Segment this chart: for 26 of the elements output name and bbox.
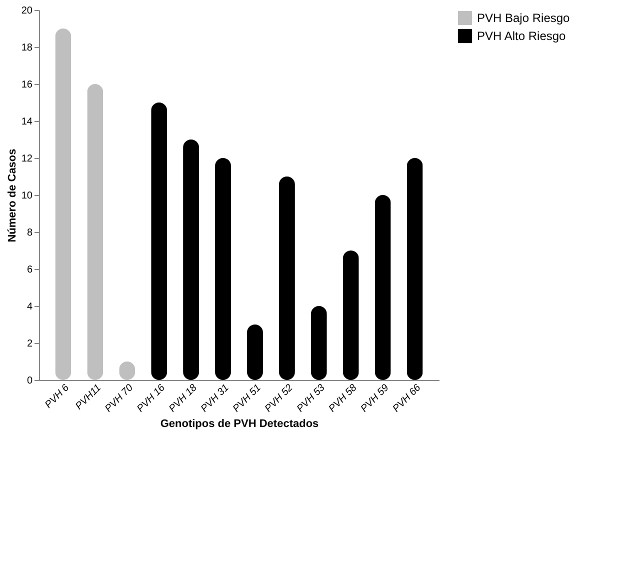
- y-tick-label: 18: [21, 42, 33, 54]
- x-axis-title: Genotipos de PVH Detectados: [160, 418, 319, 430]
- y-tick-label: 4: [26, 302, 33, 312]
- y-tick-label: 8: [26, 228, 33, 238]
- bar: [151, 102, 168, 380]
- bar: [183, 140, 200, 380]
- bar: [87, 84, 104, 380]
- bar: [55, 28, 72, 380]
- bar: [310, 306, 327, 380]
- bar: [342, 250, 359, 380]
- y-tick-label: 20: [21, 6, 33, 16]
- bar: [246, 324, 263, 380]
- y-tick-label: 10: [21, 190, 33, 202]
- bar: [215, 158, 232, 380]
- y-tick-label: 6: [26, 264, 33, 276]
- bar: [278, 176, 295, 380]
- legend-label: PVH Bajo Riesgo: [477, 11, 570, 25]
- y-axis-title: Número de Casos: [6, 148, 18, 242]
- y-tick-label: 0: [26, 376, 33, 386]
- y-tick-label: 12: [21, 154, 33, 164]
- legend-label: PVH Alto Riesgo: [477, 29, 566, 43]
- bar: [374, 195, 391, 380]
- y-tick-label: 16: [21, 80, 33, 90]
- bar: [406, 158, 423, 380]
- y-tick-label: 14: [21, 116, 33, 128]
- y-tick-label: 2: [26, 338, 33, 350]
